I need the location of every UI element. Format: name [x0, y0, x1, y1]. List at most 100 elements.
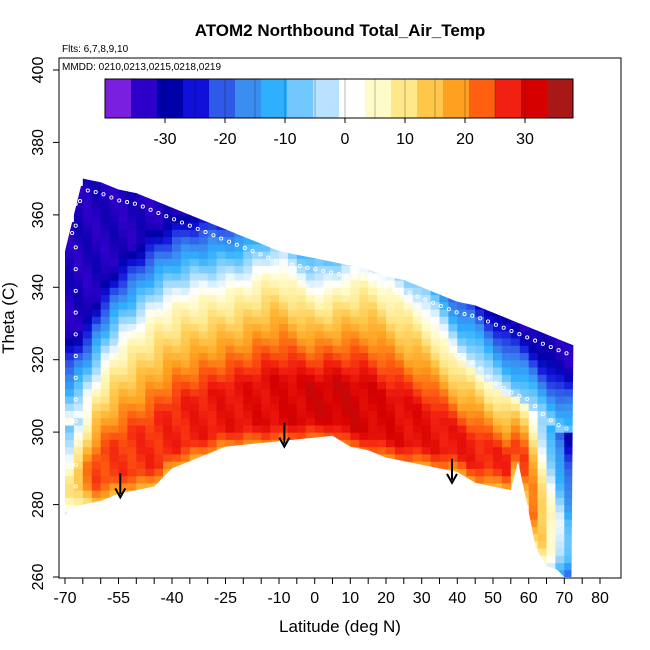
heatmap-cell: [564, 461, 574, 469]
heatmap-cell: [189, 381, 200, 390]
sample-marker: [274, 258, 279, 263]
heatmap-cell: [261, 294, 271, 303]
heatmap-cell: [439, 374, 449, 382]
heatmap-cell: [493, 338, 503, 346]
heatmap-cell: [180, 214, 191, 223]
heatmap-cell: [270, 316, 280, 325]
heatmap-cell: [287, 301, 298, 310]
heatmap-cell: [296, 395, 307, 404]
heatmap-cell: [136, 468, 146, 477]
heatmap-cell: [279, 280, 289, 288]
heatmap-cell: [359, 388, 369, 397]
heatmap-cell: [118, 352, 128, 361]
heatmap-cell: [118, 424, 128, 433]
heatmap-cell: [359, 359, 369, 368]
flights-note: Flts: 6,7,8,9,10: [62, 44, 129, 55]
heatmap-cell: [493, 352, 503, 361]
heatmap-cell: [528, 316, 539, 325]
heatmap-cell: [457, 446, 467, 455]
heatmap-cell: [100, 461, 111, 469]
heatmap-cell: [359, 323, 369, 332]
heatmap-cell: [198, 432, 209, 440]
heatmap-cell: [591, 338, 601, 346]
heatmap-cell: [109, 446, 120, 455]
heatmap-cell: [305, 338, 316, 346]
heatmap-cell: [127, 251, 137, 259]
heatmap-cell: [163, 359, 173, 368]
colorbar-swatch: [547, 79, 574, 118]
heatmap-cell: [172, 395, 182, 404]
heatmap-cell: [252, 446, 262, 455]
heatmap-cell: [519, 359, 530, 368]
heatmap-cell: [252, 265, 262, 274]
colorbar-swatch: [469, 79, 496, 118]
heatmap-cell: [180, 258, 191, 267]
heatmap-cell: [261, 446, 271, 455]
heatmap-cell: [537, 367, 548, 375]
heatmap-cell: [555, 482, 565, 491]
heatmap-cell: [359, 410, 369, 419]
colorbar-swatch: [183, 79, 210, 118]
heatmap-cell: [359, 381, 369, 390]
heatmap-cell: [555, 519, 565, 527]
heatmap-cell: [207, 410, 218, 419]
x-tick-label: 30: [413, 590, 431, 607]
heatmap-cell: [430, 316, 441, 325]
heatmap-cell: [466, 323, 476, 332]
heatmap-cell: [296, 381, 307, 390]
heatmap-cell: [189, 251, 200, 259]
heatmap-cell: [555, 461, 565, 469]
heatmap-cell: [109, 236, 120, 245]
heatmap-cell: [510, 323, 521, 332]
heatmap-cell: [198, 294, 209, 303]
heatmap-cell: [91, 222, 102, 230]
heatmap-cell: [73, 446, 84, 455]
heatmap-cell: [180, 265, 191, 274]
heatmap-cell: [270, 388, 280, 397]
heatmap-cell: [118, 468, 128, 477]
heatmap-cell: [100, 345, 111, 353]
heatmap-cell: [341, 294, 351, 303]
heatmap-cell: [430, 345, 441, 353]
heatmap-cell: [82, 222, 93, 230]
heatmap-cell: [91, 446, 102, 455]
heatmap-cell: [225, 417, 235, 426]
heatmap-cell: [430, 468, 441, 477]
heatmap-cell: [109, 287, 120, 296]
heatmap-cell: [403, 424, 414, 433]
heatmap-cell: [109, 381, 120, 390]
sample-marker: [407, 291, 412, 296]
heatmap-cell: [573, 447, 583, 455]
heatmap-cell: [573, 541, 583, 549]
heatmap-cell: [234, 330, 244, 339]
heatmap-cell: [493, 345, 503, 353]
heatmap-cell: [216, 338, 227, 346]
heatmap-cell: [546, 323, 556, 332]
heatmap-cell: [305, 403, 316, 411]
heatmap-cell: [475, 490, 485, 498]
heatmap-cell: [243, 265, 253, 274]
heatmap-cell: [439, 316, 449, 325]
heatmap-cell: [234, 301, 244, 310]
colorbar-swatch: [495, 79, 522, 118]
heatmap-cell: [377, 439, 387, 448]
sample-marker: [203, 230, 208, 235]
heatmap-cell: [180, 338, 191, 346]
heatmap-cell: [510, 374, 521, 382]
sample-marker: [85, 188, 90, 193]
colorbar-swatch: [313, 79, 340, 118]
heatmap-cell: [350, 439, 360, 448]
heatmap-cell: [172, 294, 182, 303]
heatmap-cell: [261, 258, 271, 267]
heatmap-cell: [172, 403, 182, 411]
sample-marker: [501, 385, 506, 391]
heatmap-cell: [296, 359, 307, 368]
heatmap-cell: [180, 424, 191, 433]
heatmap-cell: [501, 338, 512, 346]
heatmap-cell: [261, 309, 271, 317]
heatmap-cell: [546, 432, 556, 440]
heatmap-cell: [91, 258, 102, 267]
heatmap-cell: [394, 410, 405, 419]
heatmap-cell: [207, 258, 218, 267]
heatmap-cell: [216, 251, 227, 259]
